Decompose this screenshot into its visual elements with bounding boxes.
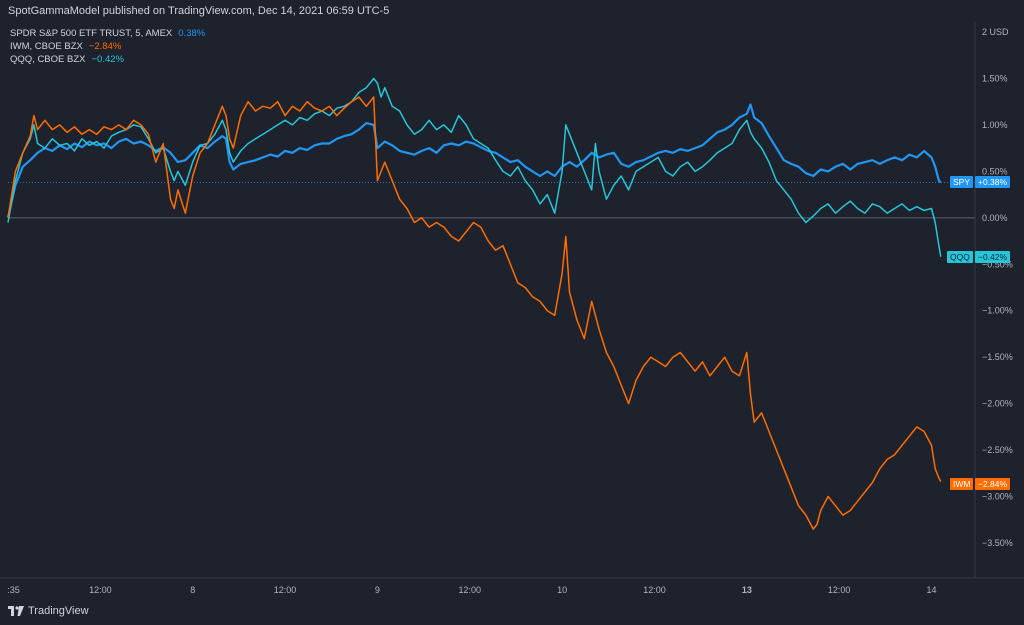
x-tick-label: 13 <box>742 585 752 595</box>
y-tick-label: −3.50% <box>982 538 1013 548</box>
footer: TradingView <box>0 598 1024 625</box>
series-lines <box>6 77 942 530</box>
x-tick-label: 12:00 <box>828 585 851 595</box>
legend-iwm-change: −2.84% <box>88 41 122 52</box>
legend-spy-change: 0.38% <box>178 28 206 39</box>
x-tick-label: 12:00 <box>89 585 112 595</box>
tradingview-brand: TradingView <box>28 605 89 617</box>
y-axis: 1.50% 1.00% 0.50% 0.00% −0.50% −1.00% −1.50% −2… <box>982 73 1013 548</box>
y-tick-label: −2.00% <box>982 399 1013 409</box>
y-tick-label: 0.00% <box>982 213 1008 223</box>
publish-bar: SpotGammaModel published on TradingView.… <box>0 0 1024 22</box>
legend-iwm-name: IWM, CBOE BZX <box>10 41 83 52</box>
badge-spy-pct: +0.38% <box>978 177 1008 187</box>
series-line-spy <box>6 103 942 219</box>
badge-qqq-pct: −0.42% <box>978 252 1008 262</box>
legend-qqq: QQQ, CBOE BZX −0.42% <box>10 54 124 65</box>
y-axis-currency-label: 2 USD <box>982 27 1009 37</box>
badge-qqq: QQQ <box>947 251 973 263</box>
badge-spy-ticker: SPY <box>953 177 971 187</box>
legend-iwm: IWM, CBOE BZX −2.84% <box>10 41 121 52</box>
badge-iwm-ticker: IWM <box>953 479 971 489</box>
y-tick-label: −1.00% <box>982 306 1013 316</box>
y-tick-label: −3.00% <box>982 492 1013 502</box>
y-tick-label: 1.50% <box>982 73 1008 83</box>
badge-qqq-ticker: QQQ <box>950 252 970 262</box>
legend-qqq-name: QQQ, CBOE BZX <box>10 54 86 65</box>
x-tick-label: 14 <box>927 585 937 595</box>
x-tick-label: 8 <box>190 585 195 595</box>
tradingview-logo[interactable]: TradingView <box>8 605 89 617</box>
legend-spy: SPDR S&P 500 ETF TRUST, 5, AMEX 0.38% <box>10 28 205 39</box>
badge-spy-value: +0.38% <box>975 176 1011 188</box>
reference-lines <box>8 182 975 219</box>
badge-iwm: IWM <box>950 478 974 490</box>
x-tick-label: :35 <box>7 585 20 595</box>
y-tick-label: −0.50% <box>982 259 1013 269</box>
chart-svg: 2 USD 1.50% 1.00% 0.50% 0.00% −0.50% −1.00% −1… <box>0 0 1024 598</box>
y-tick-label: 0.50% <box>982 166 1008 176</box>
legend-qqq-change: −0.42% <box>91 54 125 65</box>
plot-background <box>0 0 1024 598</box>
legend-spy-name: SPDR S&P 500 ETF TRUST, 5, AMEX <box>10 28 173 39</box>
y-tick-label: −1.50% <box>982 352 1013 362</box>
badge-qqq-value: −0.42% <box>975 251 1011 263</box>
badge-iwm-value: −2.84% <box>975 478 1011 490</box>
y-tick-label: −2.50% <box>982 445 1013 455</box>
x-tick-label: 12:00 <box>643 585 666 595</box>
series-line-qqq <box>7 77 942 257</box>
publish-info: SpotGammaModel published on TradingView.… <box>8 5 390 17</box>
x-tick-label: 10 <box>557 585 567 595</box>
x-tick-label: 9 <box>375 585 380 595</box>
tradingview-logo-icon <box>8 606 24 616</box>
x-tick-label: 12:00 <box>458 585 481 595</box>
badge-iwm-pct: −2.84% <box>978 479 1008 489</box>
y-tick-label: 1.00% <box>982 120 1008 130</box>
x-axis: :35 12:00 8 12:00 9 12:00 10 12:00 13 12:00 14 <box>7 585 936 595</box>
badge-spy: SPY <box>950 176 974 188</box>
x-tick-label: 12:00 <box>274 585 297 595</box>
series-line-iwm <box>7 96 942 530</box>
